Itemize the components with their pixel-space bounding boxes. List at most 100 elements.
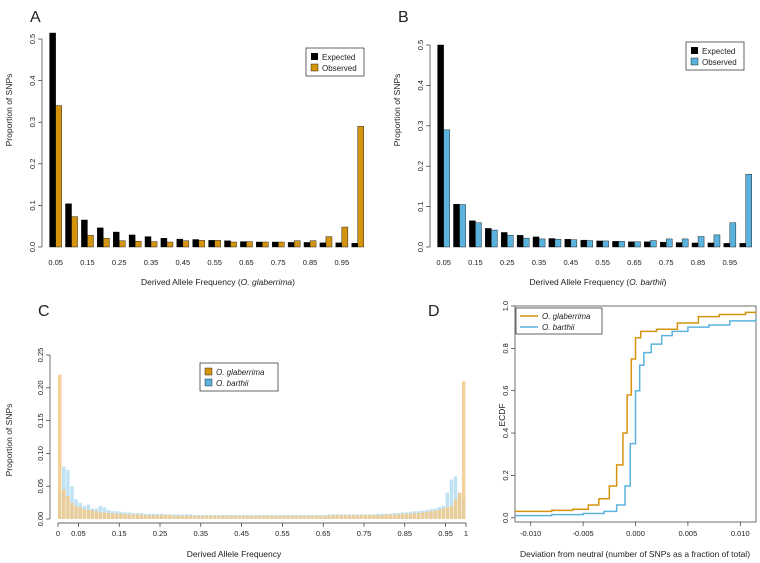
panel-b-bar-expected (691, 242, 699, 248)
panel-c-bar-gla (123, 513, 127, 519)
panel-c-x-tick-label: 0.95 (438, 529, 453, 538)
panel-c-bar-gla (78, 507, 82, 519)
panel-c-legend: O. glaberrima O. barthii (199, 362, 279, 392)
panel-c-bar-gla (86, 509, 91, 519)
panel-c-x-tick-label: 0.45 (234, 529, 249, 538)
panel-c-bar-gla (380, 515, 384, 519)
panel-c-bar-gla (90, 510, 95, 519)
panel-c-bar-gla (262, 515, 266, 519)
panel-b-bar-observed (507, 235, 514, 248)
panel-b-bar-expected (723, 243, 731, 248)
chart-marks: 0.0 0.1 0.2 0.3 0.4 0.5 0.05 0.15 0.25 0.35 0.45 0.… (28, 32, 757, 538)
panel-c-bar-gla (335, 515, 339, 519)
panel-a-bar-observed (134, 240, 142, 248)
panel-a-bar-expected (287, 242, 295, 248)
panel-a-y-tick-label: 0.1 (28, 200, 37, 210)
panel-c-bar-gla (62, 489, 66, 519)
panel-c-bar-gla (180, 515, 184, 519)
panel-d-legend-bar: O. barthii (542, 323, 575, 332)
panel-c-bar-gla (408, 513, 413, 519)
panel-b-bar-expected (469, 220, 476, 248)
panel-a-x-tick-label: 0.55 (207, 258, 222, 267)
panel-a-legend-swatch-observed (310, 63, 319, 72)
panel-b-bar-observed (522, 237, 530, 248)
panel-c-bar-gla (184, 515, 188, 519)
panel-c-bar-gla (266, 515, 270, 519)
panel-a-bar-expected (351, 243, 358, 248)
panel-a-bar-observed (55, 105, 62, 248)
panel-b-x-tick-label: 0.55 (595, 258, 610, 267)
panel-c-bar-gla (225, 515, 229, 519)
panel-b: Proportion of SNPs Derived Allele Freque… (392, 41, 745, 287)
panel-c-bar-gla (237, 515, 241, 519)
panel-a-x-tick-label: 0.45 (176, 258, 191, 267)
panel-c-bar-gla (106, 513, 111, 519)
panel-c-bar-gla (200, 515, 205, 519)
panel-d-line-bar (515, 318, 757, 517)
panel-d-x-tick-label: 0.005 (679, 529, 698, 538)
panel-b-xlabel-species: O. barthii (629, 277, 665, 287)
panel-c-x-tick-label: 0.25 (153, 529, 168, 538)
panel-a-bar-observed (103, 238, 110, 248)
panel-a-x-tick-label: 0.85 (303, 258, 318, 267)
panel-c-bar-gla (441, 508, 445, 519)
panel-a-x-tick-label: 0.25 (112, 258, 127, 267)
panel-b-xlabel-pre: Derived Allele Frequency ( (529, 277, 629, 287)
panel-b-bar-expected (548, 238, 556, 248)
panel-b-bar-expected (707, 242, 715, 248)
panel-c-bar-gla (449, 505, 454, 519)
panel-a-bar-observed (230, 241, 237, 248)
panel-c-bar-gla (233, 515, 237, 519)
panel-c-bar-gla (221, 515, 225, 519)
panel-a-x-tick-label: 0.15 (80, 258, 95, 267)
panel-c-bar-gla (327, 515, 331, 519)
panel-a-y-tick-label: 0.5 (28, 34, 37, 44)
panel-b-bar-observed (554, 239, 562, 248)
panel-c-bar-gla (217, 515, 221, 519)
panel-c-bar-gla (302, 515, 307, 519)
panel-c-bar-gla (355, 515, 360, 519)
panel-c-bar-gla (400, 513, 405, 519)
panel-b-bar-observed (443, 129, 450, 248)
panel-c-bar-gla (270, 515, 274, 519)
panel-c-bar-gla (139, 514, 144, 519)
panel-c-bar-gla (111, 513, 115, 519)
panel-a-bar-observed (166, 241, 174, 248)
panel-b-x-tick-label: 0.85 (691, 258, 706, 267)
panel-a-bar-expected (128, 234, 136, 248)
panel-c-bar-gla (319, 515, 323, 519)
panel-c-bar-gla (388, 514, 392, 519)
panel-a: Proportion of SNPs Derived Allele Freque… (4, 47, 365, 287)
panel-c-bar-gla (421, 512, 425, 519)
panel-c-bar-gla (372, 515, 376, 519)
panel-a-bar-expected (176, 238, 184, 248)
panel-c-bar-bar (66, 469, 70, 519)
panel-b-bar-expected (644, 241, 651, 248)
panel-c-bar-gla (208, 515, 213, 519)
panel-c-bar-gla (160, 515, 164, 519)
panel-c-x-tick-label: 1 (464, 529, 468, 538)
panel-c-x-tick-label: 0.55 (275, 529, 290, 538)
panel-b-x-tick-label: 0.45 (564, 258, 579, 267)
panel-c-bar-gla (404, 513, 409, 519)
panel-a-xlabel-species: O. glaberrima (241, 277, 293, 287)
panel-c-bar-gla (151, 515, 156, 519)
panel-d-x-tick-label: -0.010 (520, 529, 541, 538)
panel-c-legend-bar: O. barthii (216, 379, 249, 388)
panel-c-y-tick-label: 0.10 (36, 446, 45, 461)
panel-c-x-tick-label: 0.15 (112, 529, 127, 538)
panel-b-bar-observed (538, 238, 546, 248)
panel-a-bar-observed (341, 226, 349, 248)
panel-c-bar-gla (323, 515, 327, 519)
panel-b-x-tick-label: 0.75 (659, 258, 674, 267)
panel-b-bar-expected (453, 203, 460, 248)
panel-c-x-tick-label: 0.85 (397, 529, 412, 538)
panel-b-bar-expected (596, 240, 603, 248)
panel-a-y-tick-label: 0.3 (28, 117, 37, 127)
panel-b-x-tick-label: 0.65 (627, 258, 642, 267)
panel-a-bar-expected (97, 227, 104, 248)
panel-c-bar-gla (172, 515, 176, 519)
panel-c-bar-gla (445, 507, 450, 519)
panel-c-bar-gla (213, 515, 217, 519)
panel-c-x-tick-label: 0.35 (193, 529, 208, 538)
